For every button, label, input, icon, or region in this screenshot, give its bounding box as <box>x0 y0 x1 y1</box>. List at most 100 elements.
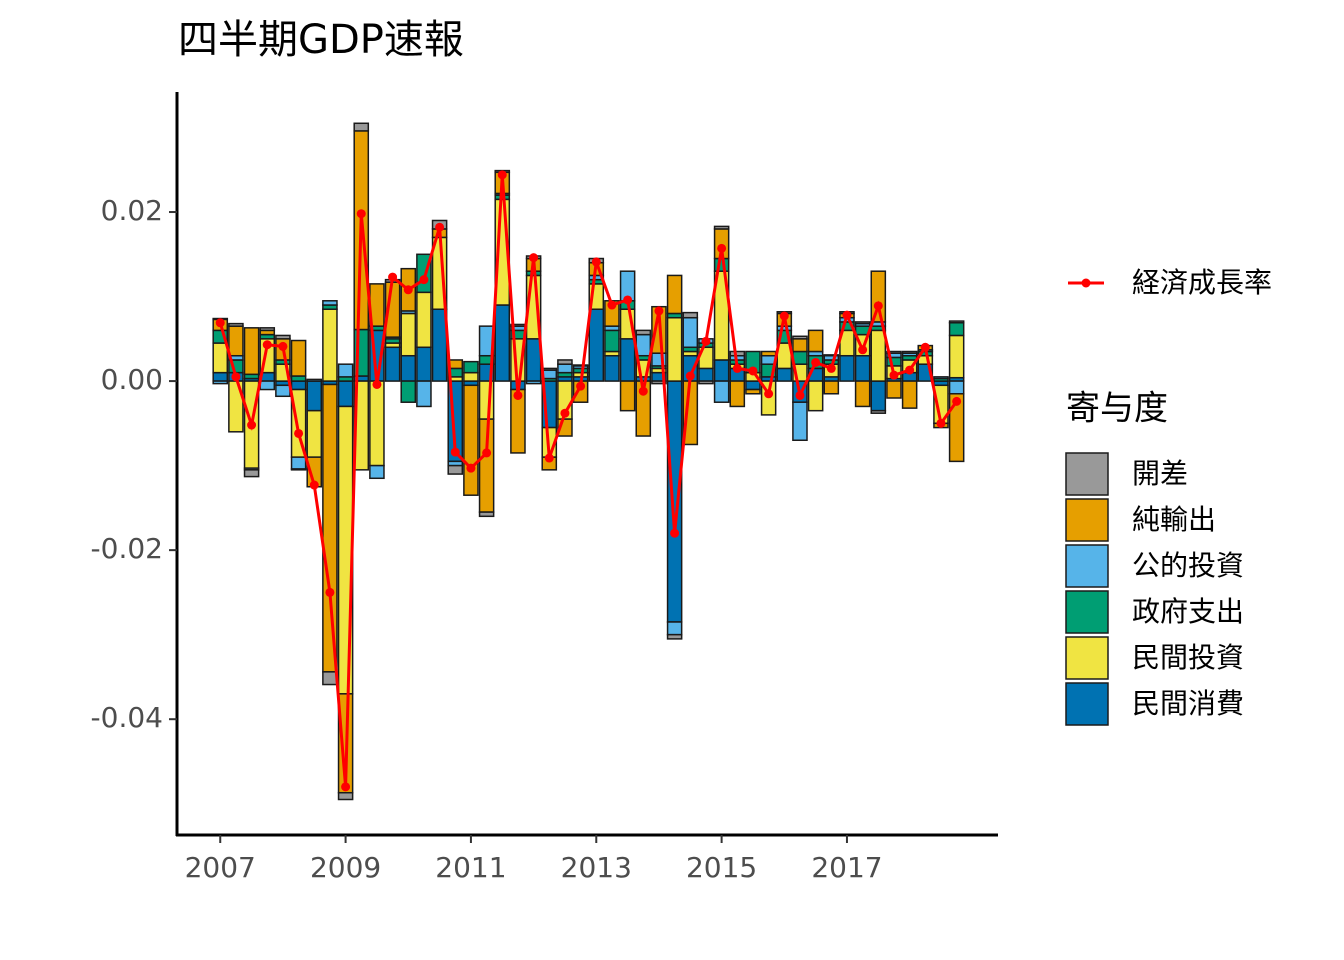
bar-segment <box>619 338 636 382</box>
line-point <box>842 310 852 320</box>
bar-segment <box>870 409 887 414</box>
line-point <box>811 357 821 367</box>
line <box>218 174 958 787</box>
bar-segment <box>886 380 902 399</box>
legend-label: 公的投資 <box>1132 549 1244 582</box>
bar-segment <box>713 225 730 230</box>
bar-segment <box>807 380 824 412</box>
x-tick-label: 2017 <box>811 851 882 884</box>
line-point <box>889 370 899 380</box>
bar-segment <box>745 380 761 391</box>
legend-title: 寄与度 <box>1066 389 1168 429</box>
line-point <box>638 386 648 396</box>
line-point <box>309 480 319 490</box>
bar-segment <box>948 393 965 463</box>
bar-segment <box>651 380 667 385</box>
line-point <box>795 390 805 400</box>
bar-segment <box>823 380 840 395</box>
line-point <box>936 418 946 428</box>
legend-key <box>1065 636 1109 680</box>
bar-segment <box>290 375 307 382</box>
bar-segment <box>666 633 683 640</box>
line-point <box>826 363 836 373</box>
bar-segment <box>322 300 338 306</box>
bar-segment <box>290 468 307 471</box>
bar-segment <box>854 321 871 325</box>
line-point <box>952 396 962 406</box>
line-point <box>623 295 633 305</box>
line-point <box>560 408 570 418</box>
line-point <box>858 345 868 355</box>
line-point <box>513 390 523 400</box>
bar-segment <box>886 350 902 354</box>
bar-segment <box>557 359 573 365</box>
bar-segment <box>948 380 965 395</box>
line-point <box>231 372 241 382</box>
bar-segment <box>948 320 965 324</box>
bar-segment <box>713 380 730 403</box>
legend-key <box>1065 452 1109 496</box>
bar-segment <box>400 312 417 357</box>
line-point <box>247 420 257 430</box>
bar-segment <box>682 316 699 349</box>
line-point <box>732 363 742 373</box>
line-point <box>419 275 429 285</box>
bar-segment <box>792 401 808 442</box>
bar-segment <box>290 339 307 377</box>
bar-segment <box>666 316 683 382</box>
bar-segment <box>416 291 432 349</box>
y-tick-label: 0.00 <box>101 363 163 396</box>
line-point <box>466 463 476 473</box>
bar-segment <box>839 354 855 382</box>
bar-segment <box>541 367 558 371</box>
line-point <box>544 453 554 463</box>
bar-segment <box>353 122 370 132</box>
line-point <box>388 272 398 282</box>
bar-segment <box>635 329 652 336</box>
bar-segment <box>212 342 229 374</box>
line-point <box>278 341 288 351</box>
bar-segment <box>792 335 808 340</box>
x-tick-label: 2011 <box>435 851 506 884</box>
bar-segment <box>698 380 714 385</box>
bar-segment <box>306 378 323 382</box>
line-point <box>905 365 915 375</box>
bar-segment <box>431 308 448 382</box>
line-point <box>341 782 351 792</box>
line-point <box>215 318 225 328</box>
bar-segment <box>682 311 699 319</box>
legend-key <box>1065 498 1109 542</box>
bar-segment <box>400 380 417 403</box>
bar-segment <box>369 380 385 467</box>
line-point <box>591 257 601 267</box>
line-point <box>372 379 382 389</box>
line-point <box>701 336 711 346</box>
line-point <box>325 587 335 597</box>
bar-segment <box>760 350 777 357</box>
bar-segment <box>463 371 479 382</box>
bar-segment <box>729 350 746 357</box>
bar-segment <box>259 380 276 391</box>
line-point <box>764 389 774 399</box>
legend-label: 純輸出 <box>1132 503 1216 536</box>
bar-segment <box>870 270 887 323</box>
x-tick-label: 2015 <box>686 851 757 884</box>
bar-segment <box>447 464 464 475</box>
line-point <box>529 253 539 263</box>
bar-segment <box>698 367 714 382</box>
bar-segment <box>416 346 432 382</box>
bar-segment <box>572 364 589 367</box>
bar-segment <box>635 333 652 357</box>
legend-label: 民間投資 <box>1132 641 1244 674</box>
bar-segment <box>948 334 965 379</box>
bar-segment <box>588 308 605 382</box>
bar-segment <box>666 621 683 636</box>
line-point <box>779 311 789 321</box>
line-point <box>717 243 727 253</box>
bar-segment <box>933 376 949 380</box>
bar-segment <box>870 380 887 412</box>
line-point <box>654 306 664 316</box>
bar-segment <box>666 274 683 315</box>
